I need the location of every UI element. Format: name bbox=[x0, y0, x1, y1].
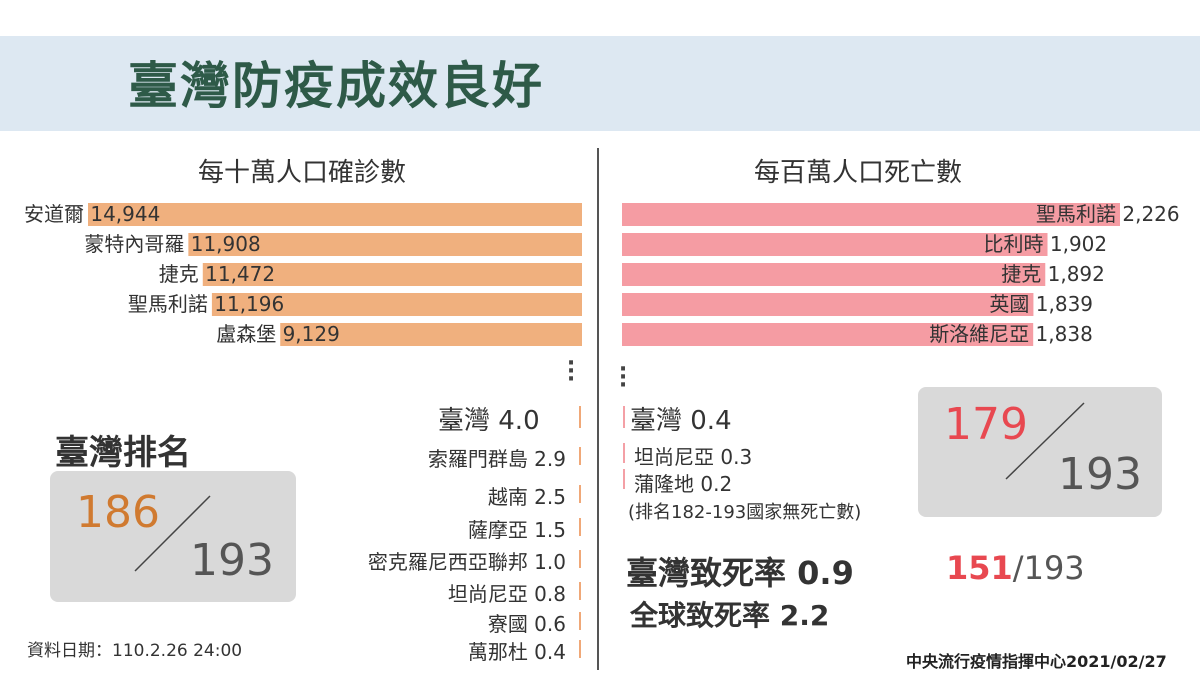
deaths-low-item-2: 蒲隆地 0.2 bbox=[634, 472, 733, 496]
cases-bar bbox=[202, 263, 583, 286]
cases-low-item: 薩摩亞 1.5 bbox=[467, 518, 566, 542]
deaths-bar-chart: 聖馬利諾 2,226 比利時 1,902 捷克 1,892 英國 1,839 斯洛維尼亞… bbox=[622, 202, 1180, 346]
cases-bar bbox=[88, 203, 582, 226]
deaths-bar-label: 聖馬利諾 2,226 bbox=[1036, 202, 1180, 226]
deaths-bar-label: 英國 1,839 bbox=[989, 292, 1093, 316]
deaths-bar bbox=[622, 203, 1120, 226]
deaths-bar-label: 斯洛維尼亞 1,838 bbox=[929, 322, 1093, 346]
cases-low-item: 密克羅尼西亞聯邦 1.0 bbox=[367, 550, 566, 574]
deaths-low-item-1: 坦尚尼亞 0.3 bbox=[634, 445, 753, 469]
cases-rank-total: 193 bbox=[190, 535, 274, 586]
cases-bar bbox=[280, 323, 582, 346]
data-date-note: 資料日期：110.2.26 24:00 bbox=[27, 641, 243, 661]
cases-bar-label: 蒙特內哥羅 11,908 bbox=[84, 232, 260, 256]
cases-low-bar bbox=[579, 612, 581, 630]
deaths-bar bbox=[622, 233, 1048, 256]
center-divider bbox=[597, 148, 599, 670]
deaths-taiwan-item: 臺灣 0.4 bbox=[630, 406, 732, 436]
cases-ellipsis: · · · bbox=[566, 351, 576, 392]
cases-bar bbox=[211, 293, 583, 316]
cases-bar-label: 盧森堡 9,129 bbox=[216, 322, 340, 346]
cases-low-item: 越南 2.5 bbox=[487, 485, 566, 509]
deaths-low-bar-2 bbox=[623, 469, 625, 489]
cases-low-item: 寮國 0.6 bbox=[487, 612, 566, 636]
cfr-rank: 151/193 bbox=[946, 549, 1085, 587]
cases-rank-box: 186 193 bbox=[50, 471, 296, 602]
cases-low-bar bbox=[579, 582, 581, 600]
deaths-chart-title: 每百萬人口死亡數 bbox=[754, 158, 963, 188]
cases-low-bar bbox=[579, 550, 581, 568]
cases-low-bar bbox=[579, 518, 581, 536]
cases-low-item: 坦尚尼亞 0.8 bbox=[447, 582, 566, 606]
rank-slash bbox=[1005, 402, 1085, 480]
cases-ranking-label: 臺灣排名 bbox=[55, 433, 191, 473]
cases-bar-chart: 安道爾 14,944 蒙特內哥羅 11,908 捷克 11,472 聖馬利諾 11,1… bbox=[24, 202, 583, 346]
cases-low-item: 索羅門群島 2.9 bbox=[427, 447, 566, 471]
deaths-low-bar-1 bbox=[623, 443, 625, 463]
cases-low-bar bbox=[579, 447, 581, 465]
cases-taiwan-bar bbox=[579, 406, 581, 428]
cases-taiwan-item: 臺灣 4.0 bbox=[438, 406, 540, 436]
deaths-bar-label: 比利時 1,902 bbox=[984, 232, 1108, 256]
cases-bar-label: 聖馬利諾 11,196 bbox=[128, 292, 284, 316]
cfr-global: 全球致死率 2.2 bbox=[630, 599, 830, 632]
cases-low-item: 萬那杜 0.4 bbox=[467, 640, 566, 664]
source-credit: 中央流行疫情指揮中心2021/02/27 bbox=[906, 652, 1167, 671]
cfr-rank-number: 151 bbox=[946, 549, 1013, 587]
cases-bar-label: 安道爾 14,944 bbox=[24, 202, 160, 226]
deaths-rank-box: 179 193 bbox=[918, 387, 1162, 517]
deaths-taiwan-bar bbox=[623, 406, 625, 428]
deaths-bar bbox=[622, 293, 1034, 316]
deaths-rank-total: 193 bbox=[1058, 449, 1142, 500]
deaths-bar-label: 捷克 1,892 bbox=[1001, 262, 1105, 286]
cases-low-bar bbox=[579, 640, 581, 658]
cfr-rank-total: /193 bbox=[1012, 549, 1085, 587]
cases-rank-number: 186 bbox=[76, 487, 160, 538]
cfr-taiwan: 臺灣致死率 0.9 bbox=[626, 554, 854, 592]
title-banner: 臺灣防疫成效良好 bbox=[0, 36, 1200, 131]
cases-low-bar bbox=[579, 485, 581, 503]
page-title: 臺灣防疫成效良好 bbox=[128, 57, 544, 115]
cases-bar bbox=[188, 233, 582, 256]
cases-chart-title: 每十萬人口確診數 bbox=[198, 158, 407, 188]
cases-bar-label: 捷克 11,472 bbox=[159, 262, 275, 286]
deaths-ellipsis: · · · bbox=[618, 357, 628, 398]
rank-slash bbox=[134, 495, 211, 572]
no-death-note: (排名182-193國家無死亡數) bbox=[628, 502, 862, 523]
deaths-bar bbox=[622, 323, 1034, 346]
deaths-bar bbox=[622, 263, 1046, 286]
deaths-rank-number: 179 bbox=[944, 399, 1028, 450]
